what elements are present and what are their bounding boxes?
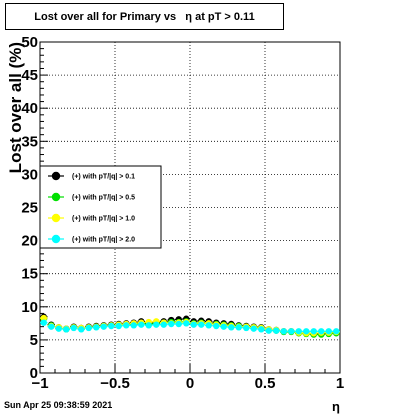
legend: (+) with pT/|q| > 0.1 (+) with pT/|q| > 0…: [39, 165, 162, 249]
data-point: [220, 323, 227, 330]
legend-label: (+) with pT/|q| > 1.0: [72, 216, 135, 223]
data-point: [303, 328, 310, 335]
data-point: [235, 324, 242, 331]
data-point: [318, 328, 325, 335]
y-tick-label: 50: [21, 34, 38, 51]
x-tick-label: −0.5: [100, 375, 130, 392]
legend-marker: [51, 234, 61, 244]
x-tick-label: 1: [336, 375, 344, 392]
data-point: [130, 322, 137, 329]
y-tick-label: 10: [21, 299, 38, 316]
y-tick-label: 35: [21, 133, 38, 150]
data-point: [168, 320, 175, 328]
data-point: [333, 328, 340, 335]
x-tick-label: −1: [31, 375, 48, 392]
y-tick-label: 0: [30, 365, 38, 382]
data-point: [55, 325, 62, 332]
data-point: [205, 322, 212, 329]
legend-marker: [51, 192, 61, 202]
y-tick-label: 30: [21, 166, 38, 183]
y-tick-label: 25: [21, 200, 38, 217]
data-point: [70, 324, 77, 332]
data-point: [63, 326, 70, 333]
data-point: [243, 324, 250, 332]
data-point: [48, 323, 55, 330]
legend-box: [39, 165, 162, 249]
data-point: [100, 323, 107, 330]
data-point: [273, 327, 280, 334]
data-point: [295, 328, 302, 335]
data-point: [78, 326, 85, 333]
x-tick-label: 0: [186, 375, 194, 392]
legend-label: (+) with pT/|q| > 2.0: [72, 237, 135, 244]
y-tick-label: 45: [21, 67, 38, 84]
data-point: [310, 328, 317, 335]
legend-label: (+) with pT/|q| > 0.5: [72, 195, 135, 202]
data-point: [153, 321, 160, 328]
data-point: [138, 321, 145, 328]
legend-marker: [51, 213, 61, 223]
data-point: [288, 328, 295, 335]
data-point: [250, 325, 257, 332]
data-point: [160, 321, 167, 328]
data-point: [325, 328, 332, 335]
data-point: [145, 322, 152, 329]
axis-ticks: 0 5 10 15 20 25 30 35 40 45 50 −1 −0.5 0 0.5 1: [21, 34, 344, 392]
data-point: [265, 327, 272, 334]
y-tick-label: 40: [21, 100, 38, 117]
data-point: [123, 322, 130, 329]
chart-title: Lost over all for Primary vs η at pT > 0…: [5, 3, 284, 30]
data-point: [280, 328, 287, 335]
data-point: [115, 322, 122, 330]
series-layer: [40, 313, 340, 338]
data-point: [93, 324, 100, 331]
x-axis-title: η: [332, 399, 340, 414]
data-point: [198, 321, 205, 328]
data-point: [40, 319, 47, 326]
y-axis-title: Lost over all (%): [6, 42, 25, 173]
data-point: [213, 322, 220, 330]
data-point: [108, 322, 115, 330]
y-tick-label: 15: [21, 266, 38, 283]
data-point: [183, 320, 190, 327]
timestamp-label: Sun Apr 25 09:38:59 2021: [4, 400, 113, 410]
x-tick-label: 0.5: [255, 375, 276, 392]
data-point: [228, 324, 235, 331]
data-point: [258, 326, 265, 333]
legend-marker: [51, 171, 61, 181]
y-tick-label: 20: [21, 233, 38, 250]
data-point: [190, 321, 197, 328]
series-4: [40, 319, 340, 335]
y-tick-label: 5: [30, 332, 38, 349]
legend-label: (+) with pT/|q| > 0.1: [72, 174, 135, 181]
data-point: [175, 320, 182, 328]
data-point: [40, 314, 47, 322]
data-point: [85, 324, 92, 332]
